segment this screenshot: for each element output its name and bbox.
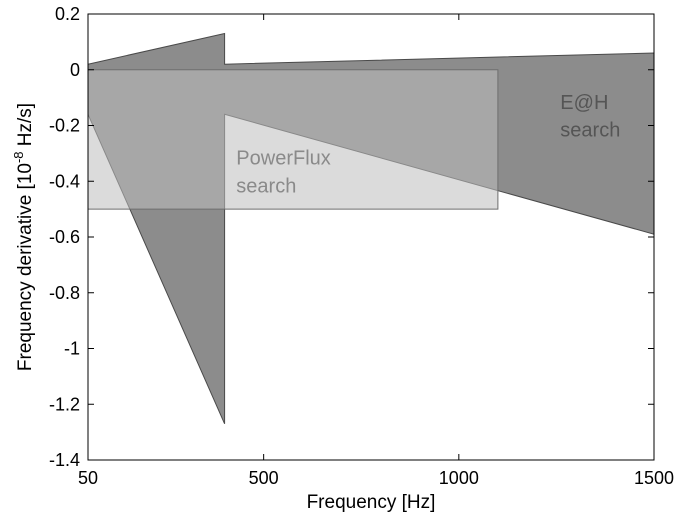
plot-area: E@H search PowerFlux search 50 500 1000 1500 0.… xyxy=(49,4,674,488)
y-tick-label: -0.8 xyxy=(49,283,80,303)
y-tick-label: -0.6 xyxy=(49,227,80,247)
x-tick-label: 1500 xyxy=(634,468,674,488)
annotation-eh-line2: search xyxy=(560,120,620,142)
ticks-layer: 50 500 1000 1500 0.2 0 -0.2 -0.4 -0.6 -0.8 -1 -1.2 -… xyxy=(49,4,674,488)
x-axis-title: Frequency [Hz] xyxy=(307,492,436,513)
annotation-eh-line1: E@H xyxy=(560,92,608,114)
y-tick-label: -1.2 xyxy=(49,394,80,414)
x-tick-label: 1000 xyxy=(439,468,479,488)
y-tick-label: 0 xyxy=(70,60,80,80)
annotations-layer: E@H search PowerFlux search xyxy=(236,92,620,198)
y-axis-title-exponent: -8 xyxy=(11,151,26,163)
y-tick-label: -1.4 xyxy=(49,450,80,470)
y-tick-label: 0.2 xyxy=(55,4,80,24)
y-tick-label: -0.4 xyxy=(49,171,80,191)
y-tick-label: -0.2 xyxy=(49,116,80,136)
annotation-pf-line2: search xyxy=(236,175,296,197)
y-axis-title-prefix: Frequency derivative [10 xyxy=(15,163,36,371)
y-axis-title: Frequency derivative [10-8 Hz/s] xyxy=(11,103,36,371)
y-tick-label: -1 xyxy=(64,339,80,359)
x-tick-label: 50 xyxy=(78,468,98,488)
y-axis-title-suffix: Hz/s] xyxy=(15,103,36,152)
x-tick-label: 500 xyxy=(249,468,279,488)
annotation-pf-line1: PowerFlux xyxy=(236,148,330,170)
